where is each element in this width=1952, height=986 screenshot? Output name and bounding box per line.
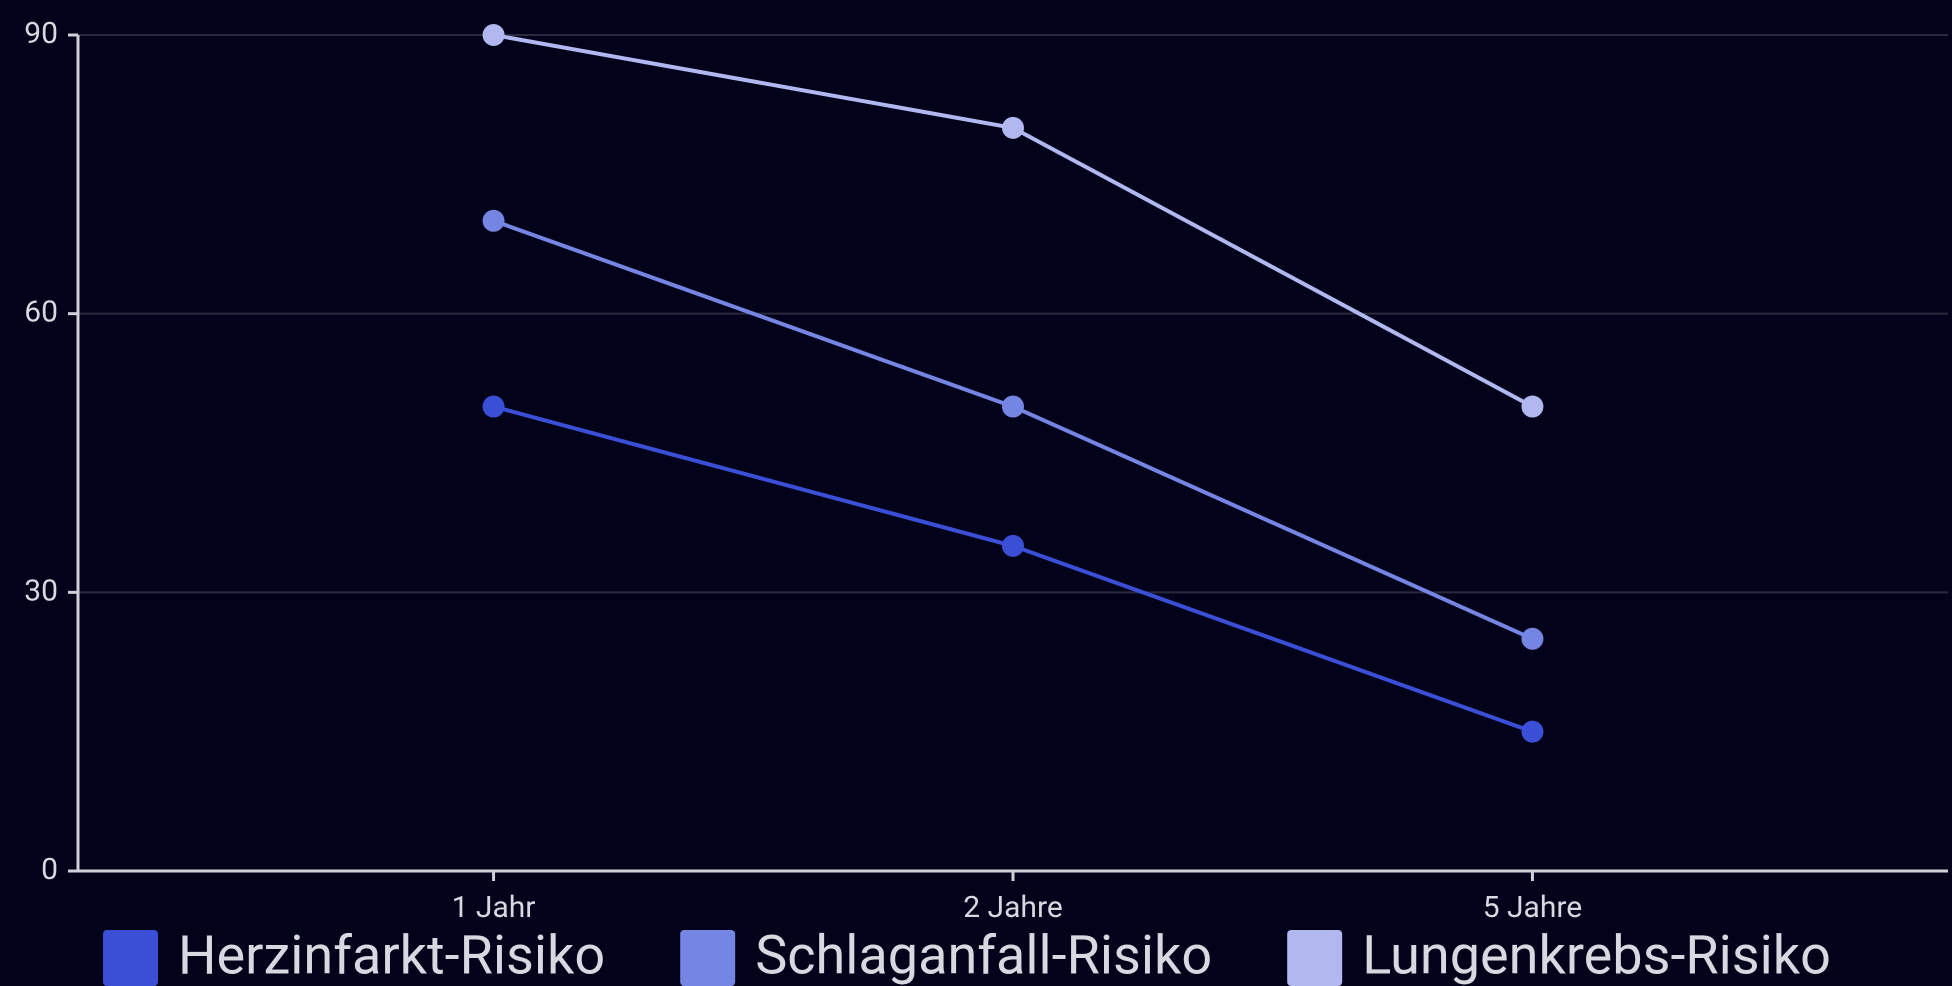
legend-swatch — [1287, 930, 1343, 986]
y-tick-label: 90 — [24, 16, 58, 51]
legend-label: Schlaganfall-Risiko — [755, 924, 1212, 986]
point — [1002, 534, 1024, 557]
point — [1002, 395, 1024, 418]
legend-swatch — [103, 930, 158, 986]
point — [482, 24, 505, 46]
legend-label: Lungenkrebs-Risiko — [1362, 924, 1831, 986]
point — [1521, 627, 1544, 650]
legend-label: Herzinfarkt-Risiko — [178, 924, 605, 986]
x-tick-label: 5 Jahre — [1483, 890, 1583, 925]
point — [482, 209, 505, 232]
x-tick-label: 2 Jahre — [963, 890, 1063, 925]
x-tick-label: 1 Jahr — [452, 890, 536, 925]
point — [482, 395, 505, 418]
legend-swatch — [680, 930, 736, 986]
y-tick-label: 60 — [24, 295, 58, 330]
y-tick-label: 30 — [24, 573, 58, 608]
point — [1002, 116, 1024, 139]
point — [1521, 395, 1544, 418]
y-tick-label: 0 — [41, 852, 58, 887]
point — [1521, 720, 1544, 743]
